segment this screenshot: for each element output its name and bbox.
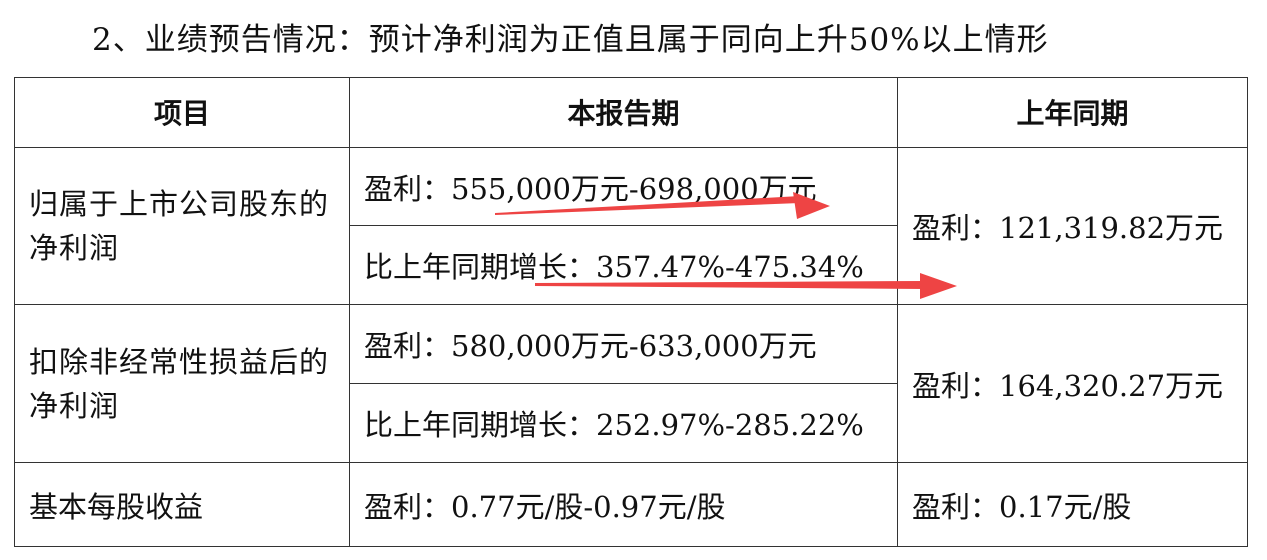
- table-row: 基本每股收益 盈利：0.77元/股-0.97元/股 盈利：0.17元/股: [14, 462, 1248, 547]
- row-current-growth: 比上年同期增长：252.97%-285.22%: [349, 383, 898, 463]
- row-current-profit: 盈利：580,000万元-633,000万元: [349, 304, 898, 385]
- row-prior-profit: 盈利：121,319.82万元: [897, 146, 1248, 306]
- table-header-row: 项目 本报告期 上年同期: [14, 77, 1248, 148]
- row-item-eps: 基本每股收益: [14, 462, 350, 547]
- section-heading: 2、业绩预告情况：预计净利润为正值且属于同向上升50%以上情形: [92, 22, 1049, 58]
- table-row: 扣除非经常性损益后的净利润 盈利：580,000万元-633,000万元 盈利：…: [14, 304, 1248, 463]
- row-current-growth: 比上年同期增长：357.47%-475.34%: [349, 225, 898, 306]
- table-row: 比上年同期增长：357.47%-475.34%: [15, 225, 1248, 306]
- header-item: 项目: [14, 77, 350, 148]
- row-current-eps: 盈利：0.77元/股-0.97元/股: [349, 462, 898, 547]
- header-current-period: 本报告期: [349, 77, 898, 148]
- row-item-adjusted-net-profit: 扣除非经常性损益后的净利润: [14, 304, 350, 463]
- row-prior-profit: 盈利：164,320.27万元: [897, 304, 1248, 463]
- row-item-net-profit: 归属于上市公司股东的净利润: [14, 146, 350, 306]
- table-row: 比上年同期增长：252.97%-285.22%: [15, 383, 1248, 463]
- header-prior-period: 上年同期: [897, 77, 1248, 148]
- row-prior-eps: 盈利：0.17元/股: [897, 462, 1248, 547]
- table-row: 归属于上市公司股东的净利润 盈利：555,000万元-698,000万元 盈利：…: [14, 146, 1248, 306]
- earnings-forecast-table: 项目 本报告期 上年同期 归属于上市公司股东的净利润 盈利：555,000万元-…: [14, 77, 1248, 547]
- row-current-profit: 盈利：555,000万元-698,000万元: [349, 146, 898, 227]
